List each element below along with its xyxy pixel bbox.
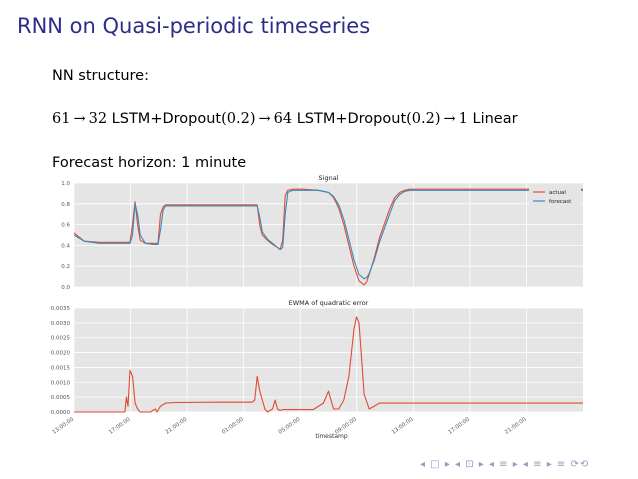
chart2-y-tick-label: 0.0030 xyxy=(51,321,71,327)
chart1-plot-area xyxy=(74,183,583,287)
chart2-x-axis-label: timestamp xyxy=(315,433,348,440)
chart2-group: 0.0000 0.0005 0.0010 0.0015 0.0020 0.0025 0.00… xyxy=(51,299,583,440)
chart2-x-tick-label: 01:00:00 xyxy=(221,416,245,435)
chart2-x-tick-label: 17:00:00 xyxy=(447,416,471,435)
arch-segment-9: → xyxy=(443,111,456,127)
chart1-y-tick-label: 0.4 xyxy=(61,243,70,249)
arch-segment-0: 61 xyxy=(52,111,71,127)
arch-segment-2: 32 xyxy=(88,111,108,127)
chart2-x-tick-label: 13:00:00 xyxy=(51,416,75,435)
slide-title: RNN on Quasi-periodic timeseries xyxy=(17,14,371,38)
chart1-y-tick-label: 0.2 xyxy=(61,264,70,270)
chart2-y-tick-label: 0.0020 xyxy=(51,351,71,357)
chart2-x-tick-label: 05:00:00 xyxy=(278,416,302,435)
network-architecture: 61 → 32 LSTM+Dropout(0.2) → 64 LSTM+Dropout(… xyxy=(52,111,518,127)
arch-segment-5: → xyxy=(258,111,271,127)
chart1-y-tick-label: 0.8 xyxy=(61,202,70,208)
arch-segment-4: (0.2) xyxy=(221,111,256,127)
forecast-horizon: Forecast horizon: 1 minute xyxy=(52,155,247,171)
chart1-series-forecast-line xyxy=(73,189,583,280)
nn-structure-label: NN structure: xyxy=(52,68,149,84)
chart1-y-tick-label: 0.0 xyxy=(61,285,70,291)
chart2-y-tick-label: 0.0015 xyxy=(51,365,71,371)
chart1-legend-label: forecast xyxy=(549,199,572,205)
chart2-x-tick-label: 21:00:00 xyxy=(504,416,528,435)
arch-segment-7: LSTM+Dropout xyxy=(292,111,407,127)
chart2-title: EWMA of quadratic error xyxy=(289,299,369,307)
beamer-navigation-symbols[interactable]: ◂ □ ▸ ◂ ⊡ ▸ ◂ ≡ ▸ ◂ ≡ ▸ ≡ ⟳⟲ xyxy=(420,459,590,470)
chart1-group: 0.0 0.2 0.4 0.6 0.8 1.0 Signal actual forecast xyxy=(61,174,583,291)
arch-segment-10: 1 xyxy=(458,111,468,127)
chart2-x-tick-label: 13:00:00 xyxy=(391,416,415,435)
arch-segment-6: 64 xyxy=(273,111,293,127)
chart2-y-tick-label: 0.0000 xyxy=(51,410,71,416)
chart2-plot-area xyxy=(74,308,583,412)
chart1-y-tick-label: 1.0 xyxy=(61,181,70,187)
chart1-legend-label: actual xyxy=(549,190,566,196)
chart2-y-tick-label: 0.0035 xyxy=(51,306,71,312)
chart2-series-error-line xyxy=(74,316,583,413)
chart2-x-tick-label: 17:00:00 xyxy=(108,416,132,435)
chart2-x-tick-label: 21:00:00 xyxy=(165,416,189,435)
arch-segment-3: LSTM+Dropout xyxy=(107,111,222,127)
chart1-title: Signal xyxy=(319,174,339,182)
chart2-y-tick-label: 0.0010 xyxy=(51,380,71,386)
arch-segment-1: → xyxy=(73,111,86,127)
arch-segment-11: Linear xyxy=(467,111,518,127)
chart2-y-tick-label: 0.0025 xyxy=(51,336,71,342)
chart2-y-tick-label: 0.0005 xyxy=(51,395,71,401)
chart1-y-tick-label: 0.6 xyxy=(61,223,70,229)
arch-segment-8: (0.2) xyxy=(406,111,441,127)
